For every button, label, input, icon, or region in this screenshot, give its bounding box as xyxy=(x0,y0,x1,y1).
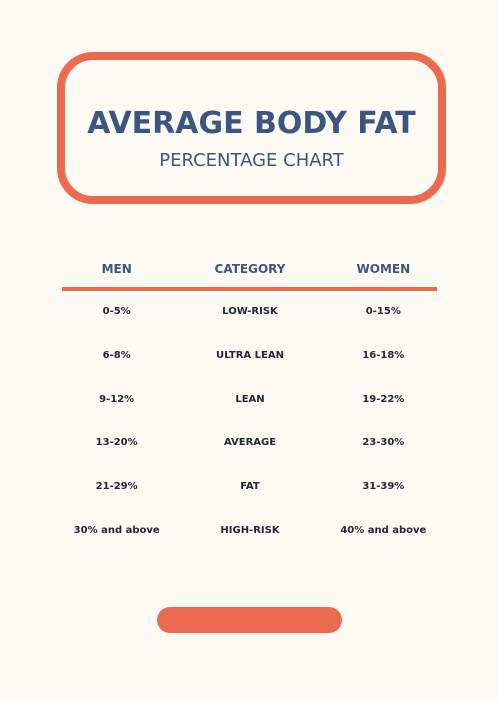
table-cell: 13-20% xyxy=(95,437,138,449)
footer-bar xyxy=(157,607,342,633)
table-cell: 40% and above xyxy=(340,525,427,536)
table-cell: 16-18% xyxy=(362,349,405,361)
column-header: WOMEN xyxy=(356,262,411,276)
table-cell: FAT xyxy=(240,481,260,493)
table-cell: 9-12% xyxy=(99,393,135,405)
table-row: 30% and above HIGH-RISK 40% and above xyxy=(50,525,450,536)
table-cell: 31-39% xyxy=(362,481,405,493)
table-cell: 23-30% xyxy=(362,437,405,449)
table-cell: 6-8% xyxy=(102,349,131,361)
table-cell: 19-22% xyxy=(362,393,405,405)
table-row: 13-20% AVERAGE 23-30% xyxy=(50,437,450,448)
table-cell: ULTRA LEAN xyxy=(216,349,284,361)
table-cell: LOW-RISK xyxy=(222,306,278,317)
table-row: 6-8% ULTRA LEAN 16-18% xyxy=(50,350,450,361)
table-row: 9-12% LEAN 19-22% xyxy=(50,394,450,405)
column-header: MEN xyxy=(101,262,132,276)
subtitle: PERCENTAGE CHART xyxy=(159,150,344,171)
header-rule xyxy=(62,287,437,291)
table-cell: HIGH-RISK xyxy=(220,525,280,536)
table-cell: 0-15% xyxy=(365,306,401,317)
table-row: 0-5% LOW-RISK 0-15% xyxy=(50,306,450,317)
table-header: MEN CATEGORY WOMEN xyxy=(50,262,450,276)
title: AVERAGE BODY FAT xyxy=(87,106,416,141)
table-cell: 0-5% xyxy=(102,306,131,317)
table-cell: LEAN xyxy=(235,393,265,405)
title-frame: AVERAGE BODY FAT PERCENTAGE CHART xyxy=(57,52,446,204)
column-header: CATEGORY xyxy=(214,262,286,276)
table-row: 21-29% FAT 31-39% xyxy=(50,481,450,492)
table-cell: 21-29% xyxy=(95,481,138,493)
table-cell: 30% and above xyxy=(73,525,160,536)
table-cell: AVERAGE xyxy=(223,437,277,449)
